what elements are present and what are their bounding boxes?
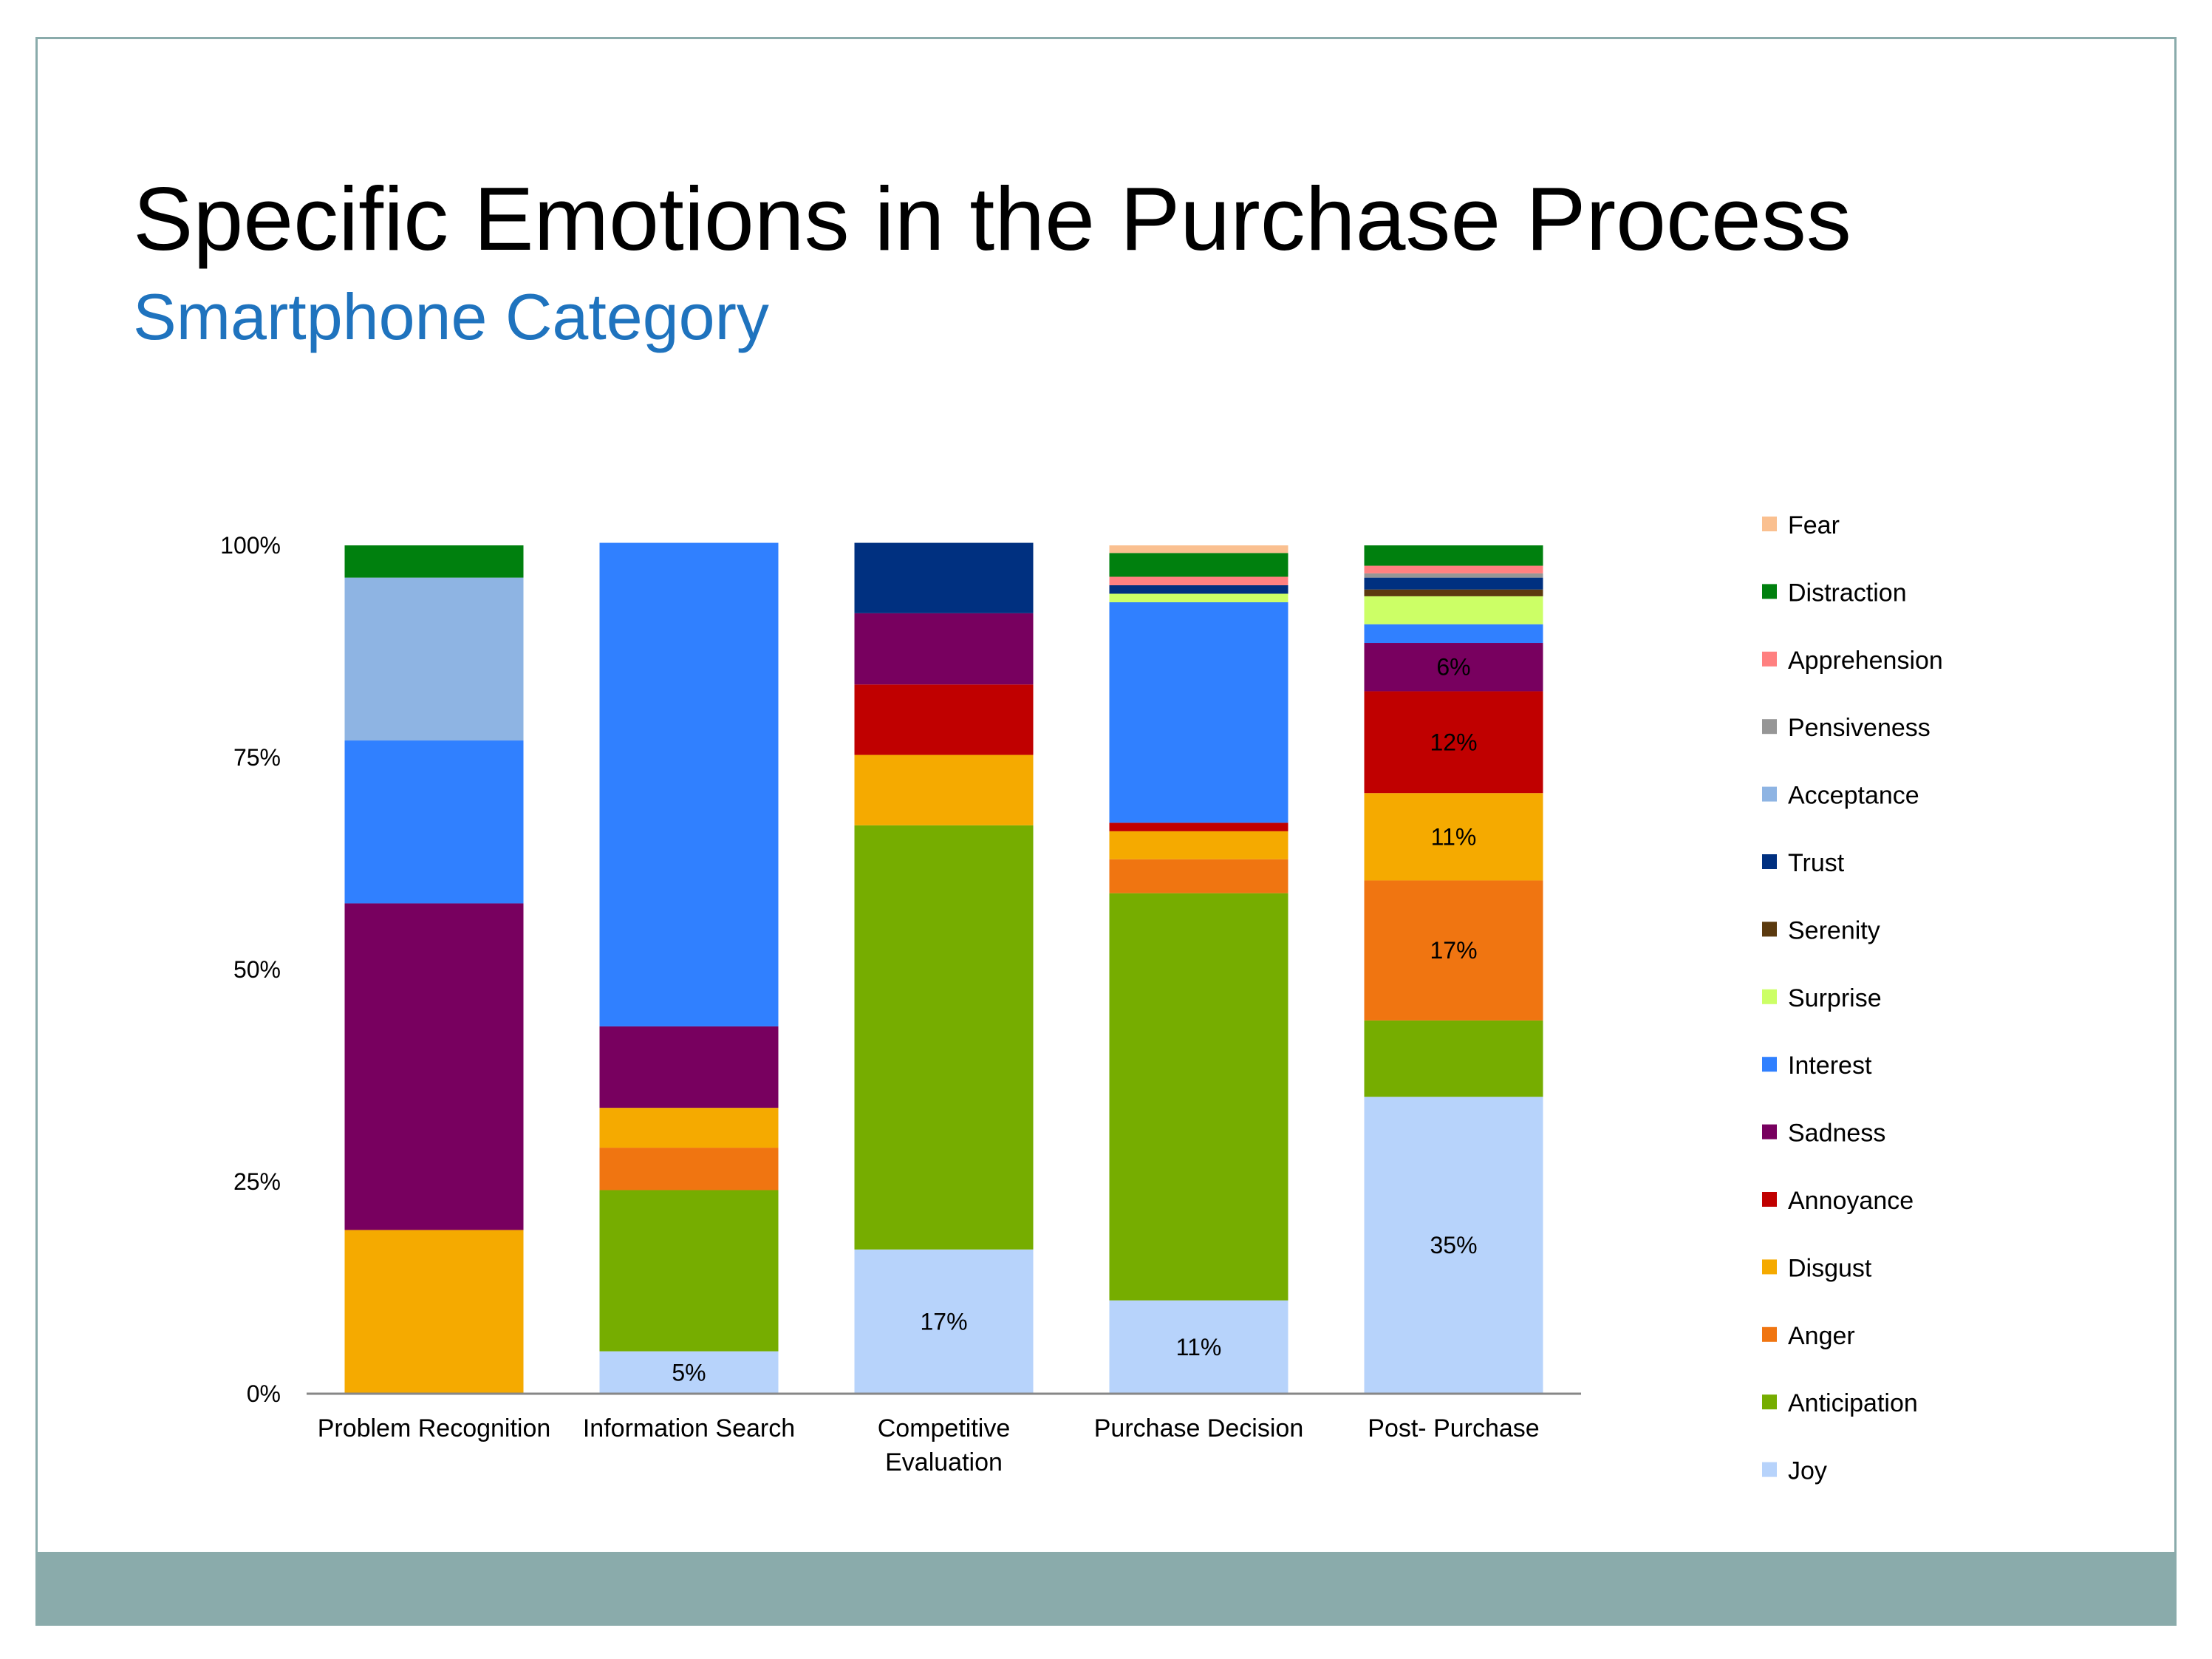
x-tick-label-2-0: Competitive	[878, 1414, 1011, 1442]
bar-segment-anticipation-4	[1364, 1020, 1543, 1097]
bar-segment-anticipation-1	[599, 1190, 779, 1352]
bar-segment-joy-2	[854, 1249, 1034, 1394]
bar-segment-anger-4	[1364, 880, 1543, 1021]
legend-label-fear: Fear	[1788, 511, 1840, 539]
bar-segment-anticipation-3	[1109, 893, 1288, 1301]
legend-label-annoyance: Annoyance	[1788, 1187, 1914, 1215]
legend-swatch-annoyance	[1762, 1192, 1777, 1207]
bar-segment-sadness-4	[1364, 643, 1543, 692]
bar-segment-joy-3	[1109, 1300, 1288, 1394]
bar-segment-distraction-0	[344, 545, 524, 578]
bar-segment-disgust-3	[1109, 831, 1288, 859]
page-title: Specific Emotions in the Purchase Proces…	[133, 168, 1851, 269]
bar-segment-apprehension-4	[1364, 565, 1543, 573]
bar-segment-trust-4	[1364, 577, 1543, 590]
legend-swatch-disgust	[1762, 1259, 1777, 1275]
bar-segment-joy-1	[599, 1351, 779, 1394]
bar-segment-surprise-4	[1364, 596, 1543, 624]
legend-label-apprehension: Apprehension	[1788, 647, 1943, 675]
x-tick-label-1: Information Search	[583, 1414, 795, 1442]
data-label-sadness-4: 6%	[1436, 654, 1470, 681]
y-tick-label-3: 75%	[233, 744, 281, 771]
legend-label-joy: Joy	[1788, 1457, 1827, 1485]
legend-swatch-acceptance	[1762, 786, 1777, 802]
bar-segment-annoyance-2	[854, 684, 1034, 755]
bar-segment-surprise-3	[1109, 593, 1288, 602]
bar-segment-sadness-1	[599, 1026, 779, 1108]
page-subtitle: Smartphone Category	[133, 280, 769, 353]
bar-segment-sadness-2	[854, 613, 1034, 685]
bar-segment-disgust-2	[854, 754, 1034, 825]
legend-swatch-anticipation	[1762, 1394, 1777, 1410]
legend-label-serenity: Serenity	[1788, 916, 1880, 944]
bar-segment-anticipation-2	[854, 825, 1034, 1250]
footer-band	[35, 1552, 2177, 1626]
bar-segment-trust-2	[854, 542, 1034, 613]
bar-segment-pensiveness-4	[1364, 573, 1543, 578]
legend-label-distraction: Distraction	[1788, 579, 1907, 607]
bar-segment-joy-4	[1364, 1097, 1543, 1394]
legend-swatch-apprehension	[1762, 651, 1777, 667]
legend-label-interest: Interest	[1788, 1052, 1872, 1080]
legend-swatch-distraction	[1762, 584, 1777, 599]
bar-segment-trust-3	[1109, 585, 1288, 594]
legend-label-trust: Trust	[1788, 849, 1845, 877]
bar-segment-annoyance-4	[1364, 691, 1543, 794]
bar-segment-disgust-4	[1364, 793, 1543, 881]
bar-segment-disgust-1	[599, 1108, 779, 1148]
legend-label-acceptance: Acceptance	[1788, 782, 1919, 810]
x-tick-label-0: Problem Recognition	[318, 1414, 551, 1442]
legend-swatch-anger	[1762, 1326, 1777, 1342]
x-tick-label-2-1: Evaluation	[885, 1448, 1003, 1476]
data-label-anger-4: 17%	[1430, 937, 1477, 964]
data-label-joy-3: 11%	[1176, 1334, 1222, 1360]
bar-segment-interest-1	[599, 542, 779, 1026]
legend-swatch-joy	[1762, 1462, 1777, 1477]
legend-label-anticipation: Anticipation	[1788, 1389, 1918, 1417]
data-label-joy-1: 5%	[672, 1359, 706, 1386]
bar-segment-serenity-4	[1364, 589, 1543, 596]
bar-segment-annoyance-3	[1109, 822, 1288, 831]
legend-label-surprise: Surprise	[1788, 984, 1882, 1012]
data-label-joy-4: 35%	[1430, 1232, 1477, 1258]
bar-segment-anger-3	[1109, 859, 1288, 893]
data-label-annoyance-4: 12%	[1430, 729, 1477, 755]
y-tick-label-2: 50%	[233, 956, 281, 983]
x-tick-label-3: Purchase Decision	[1094, 1414, 1303, 1442]
bar-segment-sadness-0	[344, 903, 524, 1230]
bar-segment-disgust-0	[344, 1230, 524, 1394]
legend-swatch-interest	[1762, 1057, 1777, 1072]
legend-swatch-fear	[1762, 517, 1777, 531]
bar-segment-interest-0	[344, 740, 524, 904]
legend-swatch-sadness	[1762, 1124, 1777, 1140]
legend-swatch-trust	[1762, 854, 1777, 869]
y-tick-label-4: 100%	[220, 532, 281, 559]
legend-label-anger: Anger	[1788, 1322, 1855, 1350]
legend-label-pensiveness: Pensiveness	[1788, 714, 1931, 742]
bar-segment-interest-3	[1109, 602, 1288, 823]
bar-area	[344, 542, 1543, 1394]
bar-segment-apprehension-3	[1109, 576, 1288, 585]
bar-segment-interest-4	[1364, 624, 1543, 644]
bar-segment-anger-1	[599, 1148, 779, 1190]
axes: Problem Recognition Information Search Com…	[220, 532, 1581, 1476]
bar-segment-distraction-4	[1364, 545, 1543, 566]
bar-segment-distraction-3	[1109, 553, 1288, 577]
legend-label-disgust: Disgust	[1788, 1254, 1872, 1282]
bar-segment-fear-3	[1109, 545, 1288, 553]
legend-swatch-surprise	[1762, 989, 1777, 1004]
data-label-joy-2: 17%	[920, 1308, 967, 1335]
legend: Fear Distraction Apprehension Pensiveness Ac…	[1762, 511, 1943, 1485]
y-tick-label-0: 0%	[247, 1380, 281, 1407]
y-tick-label-1: 25%	[233, 1168, 281, 1195]
legend-label-sadness: Sadness	[1788, 1120, 1885, 1148]
legend-swatch-pensiveness	[1762, 719, 1777, 735]
data-label-disgust-4: 11%	[1431, 823, 1477, 850]
x-tick-label-4: Post- Purchase	[1368, 1414, 1539, 1442]
data-labels: 5% 17% 11% 35% 17% 11% 12% 6%	[672, 654, 1477, 1386]
bar-segment-acceptance-0	[344, 577, 524, 741]
legend-swatch-serenity	[1762, 922, 1777, 937]
